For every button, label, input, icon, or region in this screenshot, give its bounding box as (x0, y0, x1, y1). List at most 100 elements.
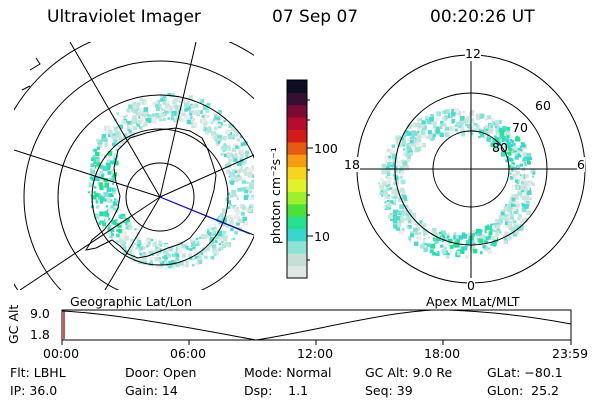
auroral-pixel (391, 215, 396, 220)
auroral-pixel (235, 194, 238, 197)
auroral-pixel (94, 214, 100, 220)
auroral-pixel (472, 125, 477, 130)
auroral-pixel (190, 121, 193, 124)
auroral-pixel (133, 109, 138, 114)
auroral-pixel (243, 172, 248, 176)
auroral-pixel (413, 227, 418, 232)
mlt-label-0: 0 (467, 278, 475, 293)
auroral-pixel (462, 233, 467, 239)
auroral-pixel (391, 155, 396, 160)
auroral-pixel (480, 251, 483, 255)
auroral-pixel (531, 183, 536, 187)
auroral-pixel (532, 175, 535, 178)
auroral-pixel (234, 231, 238, 235)
auroral-pixel (475, 124, 480, 130)
auroral-pixel (456, 250, 462, 256)
auroral-pixel (508, 236, 511, 239)
auroral-pixel (155, 246, 158, 249)
auroral-pixel (494, 125, 498, 128)
auroral-pixel (512, 142, 516, 147)
auroral-pixel (392, 173, 396, 177)
auroral-pixel (163, 258, 168, 262)
auroral-pixel (441, 243, 446, 247)
auroral-pixel (201, 114, 205, 118)
auroral-pixel (487, 223, 490, 226)
auroral-pixel (251, 165, 254, 170)
auroral-pixel (402, 190, 406, 195)
auroral-pixel (207, 228, 210, 231)
auroral-pixel (492, 225, 496, 229)
auroral-pixel (403, 204, 407, 208)
status-seq: Seq: 39 (365, 383, 413, 398)
auroral-pixel (192, 246, 196, 250)
auroral-pixel (419, 220, 423, 224)
auroral-pixel (472, 248, 478, 254)
auroral-pixel (222, 149, 226, 153)
auroral-pixel (218, 242, 222, 246)
auroral-pixel (95, 151, 100, 157)
auroral-pixel (111, 194, 114, 197)
auroral-pixel (189, 251, 192, 254)
auroral-pixel (130, 238, 134, 242)
auroral-pixel (222, 208, 227, 214)
auroral-pixel (114, 205, 119, 210)
auroral-pixel (216, 247, 220, 251)
auroral-pixel (431, 230, 436, 235)
auroral-pixel (214, 138, 218, 142)
auroral-pixel (162, 117, 166, 121)
auroral-pixel (199, 110, 203, 114)
auroral-pixel (504, 231, 509, 236)
auroral-pixel (435, 117, 439, 122)
auroral-pixel (492, 138, 497, 144)
auroral-pixel (247, 172, 253, 178)
auroral-pixel (188, 116, 193, 121)
auroral-pixel (507, 149, 510, 153)
auroral-pixel (195, 241, 198, 244)
colorbar-tick-100: 100 (314, 141, 338, 156)
auroral-pixel (229, 203, 232, 206)
auroral-pixel (424, 115, 429, 120)
auroral-pixel (410, 233, 414, 238)
auroral-pixel (398, 220, 402, 224)
auroral-pixel (393, 181, 397, 185)
auroral-pixel (104, 219, 108, 223)
auroral-pixel (478, 230, 482, 234)
auroral-pixel (137, 239, 142, 244)
auroral-pixel (405, 133, 409, 137)
auroral-pixel (214, 240, 218, 243)
auroral-pixel (127, 120, 133, 126)
auroral-pixel (104, 145, 107, 148)
auroral-pixel (515, 136, 520, 142)
auroral-pixel (99, 200, 103, 204)
auroral-pixel (399, 230, 404, 235)
auroral-pixel (391, 153, 395, 157)
auroral-pixel (518, 226, 523, 231)
auroral-pixel (233, 154, 237, 158)
auroral-pixel (246, 168, 251, 173)
auroral-pixel (467, 232, 471, 236)
auroral-pixel (222, 135, 227, 141)
auroral-pixel (143, 100, 148, 105)
auroral-pixel (106, 197, 112, 203)
auroral-pixel (519, 176, 524, 181)
auroral-pixel (245, 154, 249, 158)
auroral-pixel (94, 186, 97, 189)
auroral-pixel (530, 181, 534, 185)
auroral-pixel (523, 217, 529, 223)
auroral-pixel (175, 97, 180, 102)
auroral-pixel (251, 194, 254, 198)
auroral-pixel (473, 123, 478, 127)
auroral-pixel (403, 217, 407, 221)
auroral-pixel (142, 258, 147, 262)
auroral-pixel (443, 246, 447, 251)
auroral-pixel (152, 119, 157, 124)
auroral-pixel (514, 193, 519, 198)
auroral-pixel (127, 128, 130, 131)
auroral-pixel (386, 187, 389, 190)
status-mode: Mode: Normal (244, 365, 332, 380)
auroral-pixel (431, 122, 434, 125)
auroral-pixel (123, 122, 127, 126)
auroral-pixel (394, 192, 399, 197)
auroral-pixel (165, 107, 170, 111)
auroral-pixel (142, 246, 146, 250)
